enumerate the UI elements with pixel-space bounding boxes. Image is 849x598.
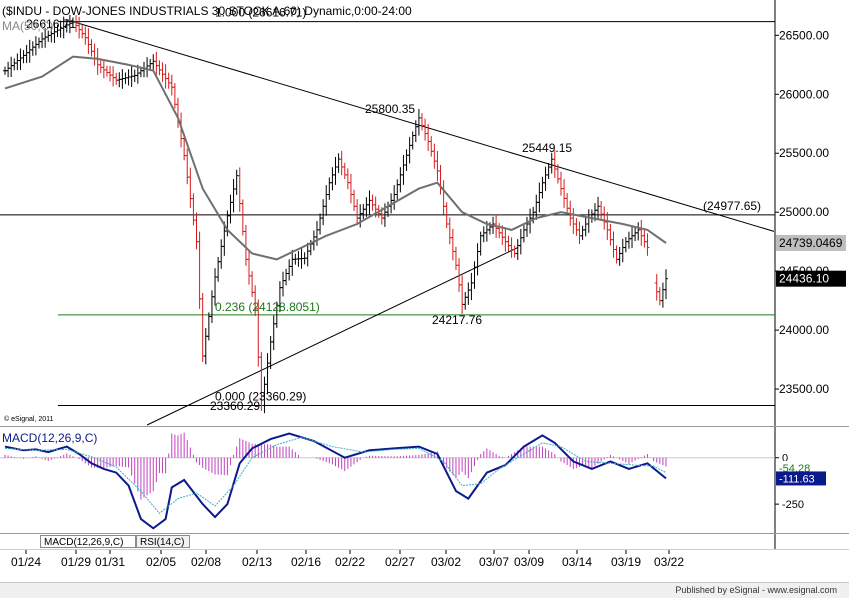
level-label: 0.236 (24128.8051) [215, 300, 320, 314]
price-tick-label: 24000.00 [779, 323, 829, 337]
copyright-text: © eSignal, 2011 [4, 415, 54, 423]
price-label-box [776, 270, 846, 287]
price-tick-label: 25000.00 [779, 205, 829, 219]
price-label: 24739.0469 [779, 236, 843, 250]
date-tick-label: 03/14 [562, 555, 592, 569]
date-tick-label: 01/31 [95, 555, 125, 569]
level-label: 0.000 (23360.29) [215, 390, 306, 404]
price-tick-label: 26000.00 [779, 87, 829, 101]
ma-indicator-label: MA(50,C) [2, 19, 53, 33]
chart-title: ($INDU - DOW-JONES INDUSTRIALS 30 STOCK … [2, 4, 412, 18]
trendline [146, 247, 518, 426]
tab-rsi[interactable]: RSI(14,C) [136, 535, 190, 548]
date-tick-label: 02/13 [242, 555, 272, 569]
macd-label-box [776, 471, 826, 486]
date-tick-label: 01/29 [61, 555, 91, 569]
macd-label: -111.63 [779, 473, 815, 485]
date-tick-label: 03/02 [431, 555, 461, 569]
date-tick-label: 03/07 [479, 555, 509, 569]
level-label: 1.000 (26616.71) [215, 6, 306, 20]
trendline [72, 21, 775, 232]
date-tick-label: 02/08 [191, 555, 221, 569]
macd-series-line [4, 432, 667, 530]
macd-series-line [4, 436, 667, 515]
swing-annotation: 25800.35 [365, 102, 415, 116]
swing-annotation: 23360.29 [210, 399, 260, 413]
swing-annotation: 25449.15 [522, 141, 572, 155]
footer-credit: Published by eSignal - www.esignal.com [0, 582, 849, 598]
price-label-box [776, 234, 846, 251]
swing-annotation: 26616.71 [26, 17, 76, 31]
macd-tick-label: -250 [782, 499, 804, 511]
chart-background [0, 0, 849, 582]
date-tick-label: 02/05 [146, 555, 176, 569]
date-tick-label: 01/24 [11, 555, 41, 569]
macd-tick-label: 0 [782, 453, 788, 465]
macd-title: MACD(12,26,9,C) [2, 431, 97, 445]
date-tick-label: 02/22 [335, 555, 365, 569]
time-axis-area [0, 549, 849, 582]
price-tick-label: 25500.00 [779, 146, 829, 160]
moving-average-line [4, 55, 667, 261]
price-tick-label: 26500.00 [779, 28, 829, 42]
macd-label-box [776, 460, 826, 475]
date-tick-label: 03/22 [654, 555, 684, 569]
price-label: 24436.10 [779, 272, 829, 286]
date-tick-label: 02/27 [385, 555, 415, 569]
date-tick-label: 02/16 [291, 555, 321, 569]
tab-macd[interactable]: MACD(12,26,9,C) [40, 535, 136, 548]
date-tick-label: 03/09 [514, 555, 544, 569]
level-label: (24977.65) [703, 199, 761, 213]
swing-annotation: 24217.76 [432, 313, 482, 327]
date-tick-label: 03/19 [611, 555, 641, 569]
price-tick-label: 23500.00 [779, 382, 829, 396]
